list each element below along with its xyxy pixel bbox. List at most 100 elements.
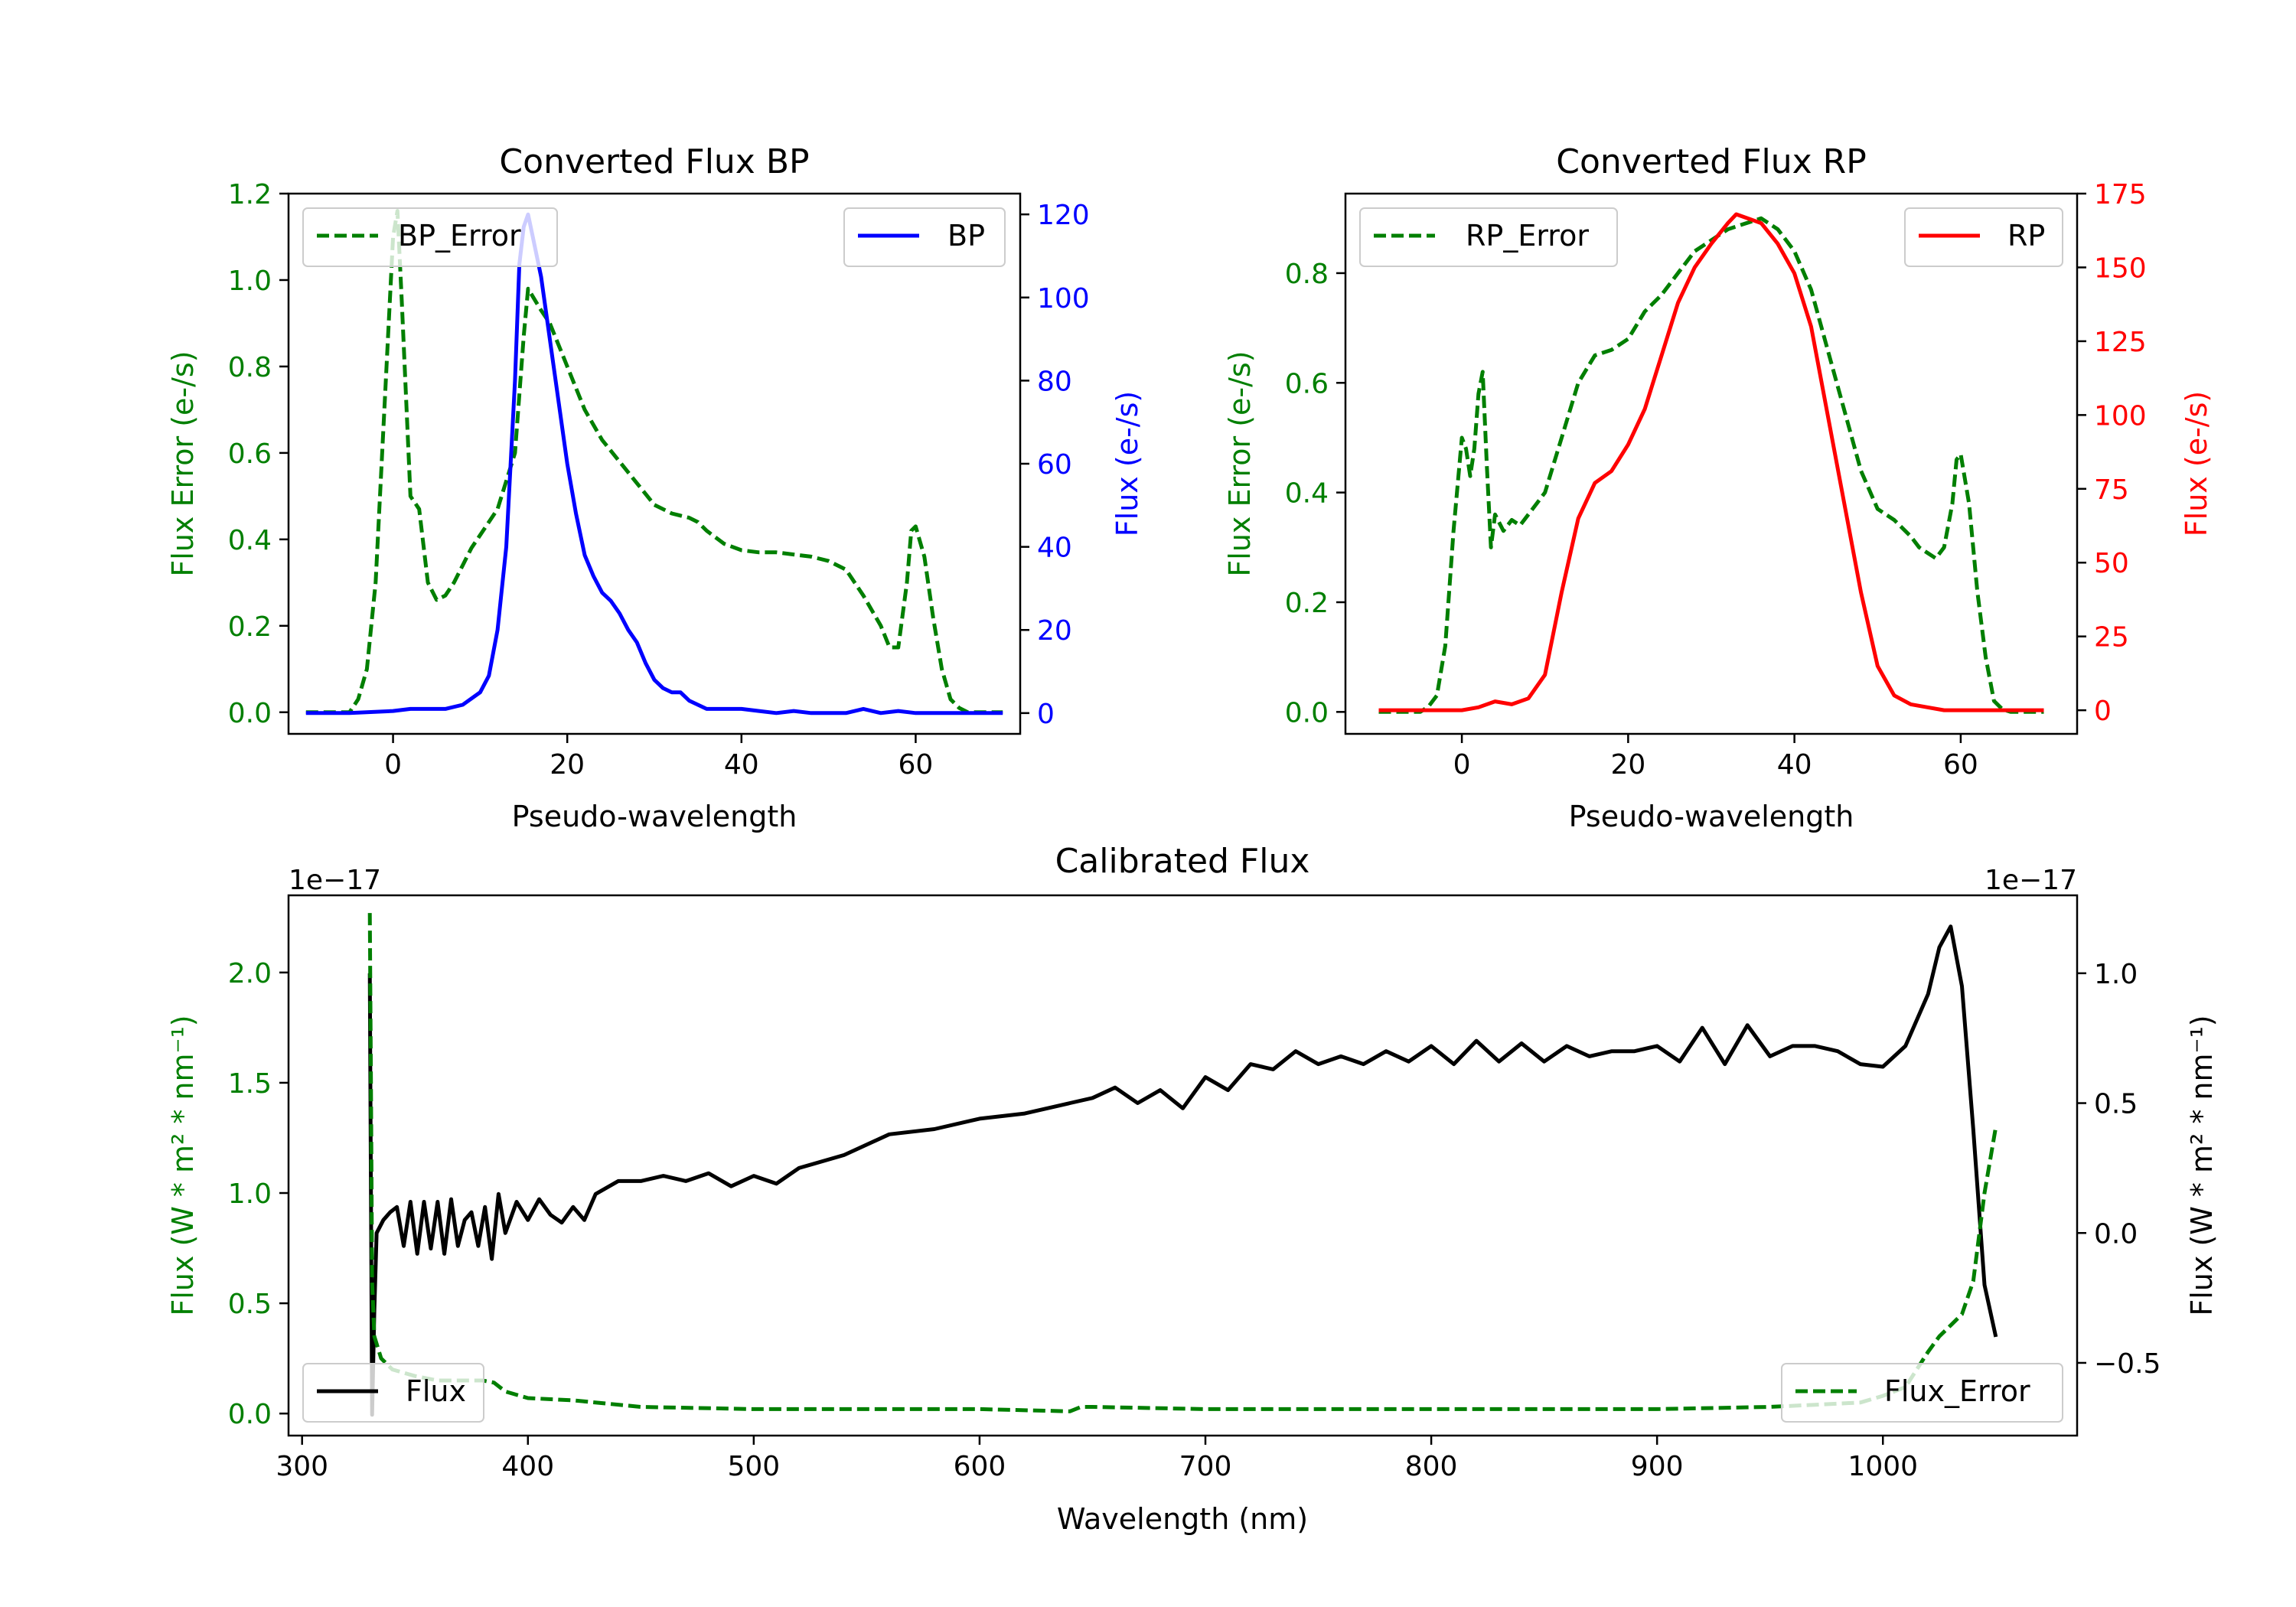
y-tick-label-right: 0.5: [2094, 1089, 2138, 1120]
x-tick-label: 40: [1777, 749, 1812, 781]
y-tick-label-left: 0.8: [1285, 259, 1329, 290]
x-axis-label: Pseudo-wavelength: [512, 800, 797, 833]
legend-left-label: Flux: [406, 1374, 466, 1408]
legend-left-label: BP_Error: [398, 219, 521, 253]
y-tick-label-right: 100: [2094, 400, 2147, 432]
chart-title: Calibrated Flux: [1055, 842, 1310, 881]
legend-right: Flux_Error: [1781, 1363, 2063, 1423]
legend-left-frame: [302, 1363, 484, 1423]
y-tick-label-right: 0: [2094, 696, 2112, 727]
y-tick-label-left: 1.0: [228, 1178, 272, 1210]
y-tick-label-left: 0.6: [1285, 368, 1329, 399]
x-tick-label: 40: [724, 749, 759, 781]
y-tick-label-left: 0.4: [1285, 478, 1329, 510]
legend-right-frame: [843, 207, 1006, 267]
x-tick-label: 500: [727, 1451, 780, 1482]
legend-left: BP_Error: [302, 207, 558, 267]
legend-right-label: Flux_Error: [1884, 1374, 2030, 1408]
y-tick-label-left: 0.0: [228, 698, 272, 729]
x-tick-label: 700: [1179, 1451, 1232, 1482]
y-tick-label-right: 25: [2094, 622, 2129, 654]
legend-right-label: RP: [2007, 219, 2045, 253]
x-axis-label: Wavelength (nm): [1057, 1502, 1308, 1536]
y-axis-label-left: Flux Error (e-/s): [1223, 350, 1257, 576]
legend-left: RP_Error: [1359, 207, 1618, 267]
x-tick-label: 800: [1405, 1451, 1458, 1482]
y-tick-label-left: 0.5: [228, 1289, 272, 1320]
x-axis-label: Pseudo-wavelength: [1569, 800, 1854, 833]
y-tick-label-left: 0.8: [228, 352, 272, 383]
chart-converted-flux-rp: Converted Flux RP 0 20 40 60 0.0 0.2 0.4 0.6 0.8…: [1223, 142, 2213, 833]
y-axis-label-right: Flux (W * m² * nm⁻¹): [2185, 1015, 2219, 1315]
legend-right-frame: [1781, 1363, 2063, 1423]
x-tick-label: 900: [1631, 1451, 1684, 1482]
offset-text-right: 1e−17: [1985, 865, 2077, 896]
y-axis-label-left: Flux Error (e-/s): [166, 350, 200, 576]
y-tick-label-left: 1.5: [228, 1068, 272, 1100]
y-tick-label-left: 0.2: [1285, 588, 1329, 619]
y-tick-label-left: 0.0: [228, 1399, 272, 1430]
chart-converted-flux-bp: Converted Flux BP 0 20 40 60 0.0 0.2 0.4 0.6 0.8…: [166, 142, 1144, 833]
offset-text-left: 1e−17: [289, 865, 381, 896]
series-line-bp-error: [305, 209, 1003, 715]
x-tick-label: 20: [1610, 749, 1645, 781]
y-axis-label-right: Flux (e-/s): [2180, 391, 2213, 536]
y-tick-label-left: 1.2: [228, 179, 272, 210]
chart-title: Converted Flux RP: [1556, 142, 1867, 181]
y-tick-label-right: 40: [1037, 533, 1072, 564]
x-tick-label: 400: [501, 1451, 554, 1482]
y-tick-label-right: 50: [2094, 548, 2129, 579]
x-tick-label: 300: [276, 1451, 328, 1482]
plot-area: [305, 209, 1003, 715]
series-line-rp-error: [1378, 216, 2044, 714]
legend-left: Flux: [302, 1363, 484, 1423]
y-tick-label-right: 100: [1037, 283, 1090, 315]
axes-frame: [287, 894, 2079, 1437]
y-tick-label-left: 0.6: [228, 438, 272, 470]
series-line-flux: [367, 924, 1998, 1417]
plot-area: [1378, 212, 2044, 714]
y-tick-label-right: 20: [1037, 615, 1072, 647]
y-tick-label-left: 1.0: [228, 266, 272, 297]
x-tick-label: 20: [550, 749, 585, 781]
x-tick-label: 0: [384, 749, 402, 781]
legend-right: RP: [1904, 207, 2063, 267]
tick-group: 0 20 40 60 0.0 0.2 0.4 0.6 0.8 0 25 50 75 100 125 150 17…: [1285, 179, 2147, 781]
y-axis-label-left: Flux (W * m² * nm⁻¹): [166, 1015, 200, 1315]
y-tick-label-right: 80: [1037, 366, 1072, 397]
series-line-bp: [305, 212, 1003, 715]
y-tick-label-right: 60: [1037, 449, 1072, 481]
x-tick-label: 60: [1943, 749, 1978, 781]
legend-right: BP: [843, 207, 1006, 267]
y-tick-label-right: 125: [2094, 327, 2147, 358]
y-tick-label-right: 150: [2094, 253, 2147, 284]
y-tick-label-right: 0.0: [2094, 1218, 2138, 1250]
y-tick-label-right: 75: [2094, 474, 2129, 506]
axes-frame: [1344, 192, 2079, 735]
x-tick-label: 1000: [1848, 1451, 1918, 1482]
y-tick-label-left: 0.4: [228, 525, 272, 556]
tick-group: 300 400 500 600 700 800 900 1000 0.0 0.5 1.0 1.5 2.0…: [228, 958, 2161, 1482]
series-line-rp: [1378, 212, 2044, 712]
chart-calibrated-flux: Calibrated Flux 1e−17 1e−17 300 400 500 600…: [166, 842, 2219, 1536]
y-tick-label-left: 2.0: [228, 958, 272, 989]
y-tick-label-right: −0.5: [2094, 1348, 2161, 1380]
x-tick-label: 600: [954, 1451, 1006, 1482]
y-tick-label-right: 120: [1037, 200, 1090, 231]
legend-left-frame: [302, 207, 558, 267]
x-tick-label: 60: [899, 749, 934, 781]
y-tick-label-right: 175: [2094, 179, 2147, 210]
y-tick-label-left: 0.2: [228, 611, 272, 643]
x-tick-label: 0: [1453, 749, 1471, 781]
y-tick-label-right: 1.0: [2094, 959, 2138, 990]
y-tick-label-right: 0: [1037, 699, 1055, 730]
y-axis-label-right: Flux (e-/s): [1110, 391, 1144, 536]
tick-group: 0 20 40 60 0.0 0.2 0.4 0.6 0.8 1.0 1.2 0 20 40 60 80 100…: [228, 179, 1090, 781]
legend-right-label: BP: [947, 219, 985, 253]
legend-right-frame: [1904, 207, 2063, 267]
chart-title: Converted Flux BP: [499, 142, 809, 181]
legend-left-label: RP_Error: [1466, 219, 1589, 253]
legend-left-frame: [1359, 207, 1618, 267]
y-tick-label-left: 0.0: [1285, 697, 1329, 729]
